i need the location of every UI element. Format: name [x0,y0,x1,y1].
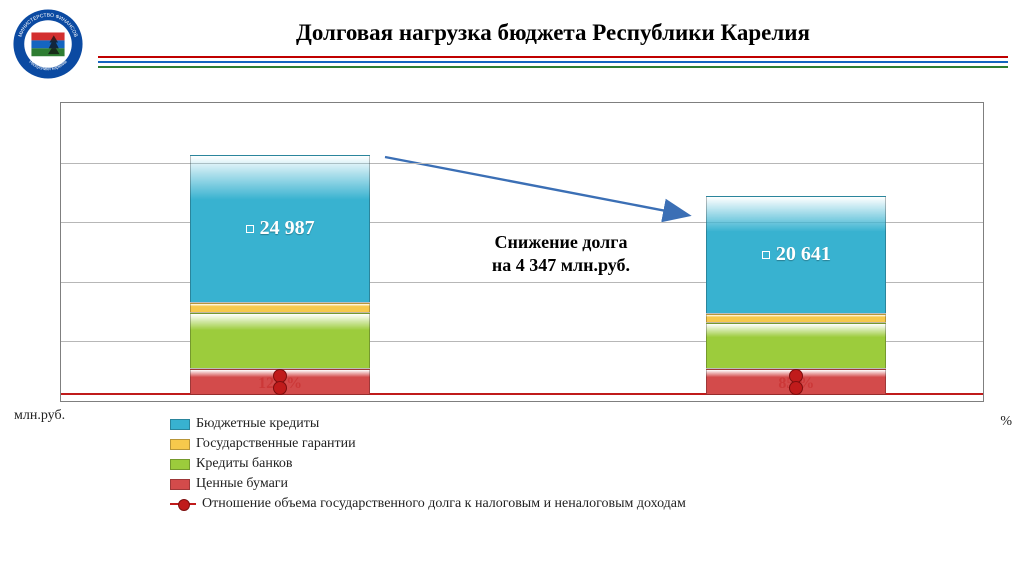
legend-item: Кредиты банков [170,456,1024,472]
legend-label: Ценные бумаги [196,476,288,492]
bar-total-value: 20 641 [776,243,831,265]
header: МИНИСТЕРСТВО ФИНАНСОВ Республики Карелия… [0,0,1024,80]
legend-label: Кредиты банков [196,456,293,472]
legend-item: Ценные бумаги [170,476,1024,492]
legend-item: Бюджетные кредиты [170,416,1024,432]
page-title: Долговая нагрузка бюджета Республики Кар… [98,20,1008,46]
line-marker [273,381,287,395]
rule-red [98,56,1008,58]
bar-segment [190,313,370,369]
legend-line-label: Отношение объема государственного долга … [202,496,686,512]
legend-swatch-icon [170,419,190,430]
legend-swatch-icon [170,459,190,470]
y-axis-right-label: % [1000,414,1012,430]
legend-item: Государственные гарантии [170,436,1024,452]
bar-segment [190,303,370,313]
rule-blue [98,61,1008,63]
bar-label-marker-icon [762,251,770,259]
rule-green [98,66,1008,68]
stacked-bar: 20 64185 % [706,196,886,395]
legend-label: Государственные гарантии [196,436,356,452]
decrease-arrow-icon [381,151,701,241]
decrease-annotation: Снижение долга на 4 347 млн.руб. [441,231,681,276]
title-block: Долговая нагрузка бюджета Республики Кар… [98,8,1008,71]
bar-segment [706,314,886,323]
bar-segment [706,323,886,369]
legend-label: Бюджетные кредиты [196,416,319,432]
annotation-line1: Снижение долга [495,232,628,252]
annotation-line2: на 4 347 млн.руб. [492,255,630,275]
bar-label-marker-icon [246,225,254,233]
legend-line-swatch-icon [170,498,196,510]
divider-rules [98,56,1008,68]
stacked-bar: 24 987124 % [190,155,370,395]
ministry-emblem-icon: МИНИСТЕРСТВО ФИНАНСОВ Республики Карелия [12,8,84,80]
y-axis-left-label: млн.руб. [14,408,65,424]
bar-total-label: 24 987 [190,217,370,240]
bar-total-label: 20 641 [706,243,886,266]
debt-chart: Снижение долга на 4 347 млн.руб. 24 9871… [60,102,984,402]
legend-swatch-icon [170,479,190,490]
legend-swatch-icon [170,439,190,450]
line-marker [789,381,803,395]
bar-total-value: 24 987 [260,217,315,239]
legend: Бюджетные кредиты Государственные гаранти… [170,416,1024,512]
legend-line-item: Отношение объема государственного долга … [170,496,1024,512]
